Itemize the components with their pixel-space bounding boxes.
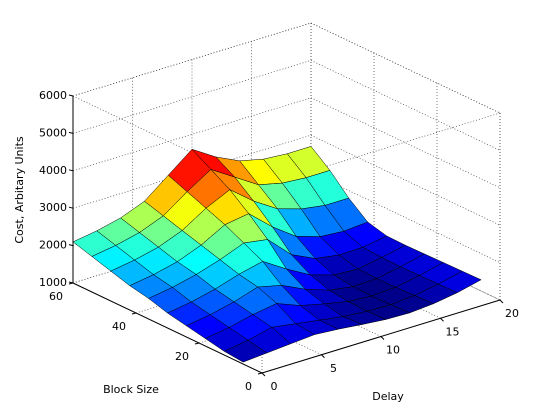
z-tick-label: 2000	[39, 239, 67, 252]
x-tick-label: 20	[505, 307, 519, 320]
x-tick-label: 15	[446, 325, 460, 338]
x-tick	[380, 336, 385, 340]
grid-line	[72, 22, 312, 97]
z-tick	[68, 131, 74, 134]
grid-line	[310, 97, 501, 189]
z-tick-label: 4000	[39, 164, 67, 177]
y-axis-label: Block Size	[103, 383, 159, 396]
x-tick	[440, 317, 444, 322]
z-tick	[68, 244, 74, 247]
y-tick-label: 20	[175, 350, 189, 363]
x-tick-label: 5	[330, 362, 337, 375]
x-tick-label: 0	[271, 380, 278, 393]
grid-line	[72, 134, 312, 209]
z-tick-label: 6000	[39, 89, 67, 102]
grid-line	[72, 60, 312, 134]
z-tick	[68, 169, 74, 172]
y-tick	[257, 372, 263, 375]
x-tick	[499, 299, 504, 304]
grid-line	[310, 172, 501, 263]
y-tick-label: 0	[245, 380, 252, 393]
grid-line	[310, 60, 501, 151]
x-tick	[321, 354, 325, 359]
surface-patch	[223, 339, 268, 363]
grid-line	[310, 134, 501, 226]
y-tick-label: 40	[112, 320, 126, 333]
z-tick	[68, 206, 74, 209]
y-axis	[72, 282, 263, 374]
z-tick	[68, 281, 74, 284]
z-tick-label: 3000	[39, 201, 67, 214]
x-tick-label: 10	[386, 344, 400, 357]
z-tick-label: 5000	[39, 126, 67, 139]
y-tick-label: 60	[49, 290, 63, 303]
z-axis-label: Cost, Arbitary Units	[13, 136, 26, 244]
z-tick	[68, 94, 74, 97]
grid-line	[72, 97, 312, 172]
x-axis-label: Delay	[372, 390, 404, 403]
y-tick	[131, 312, 137, 315]
x-tick	[261, 372, 266, 377]
grid-line	[310, 22, 501, 114]
y-tick	[194, 342, 200, 345]
z-tick-label: 1000	[39, 276, 67, 289]
